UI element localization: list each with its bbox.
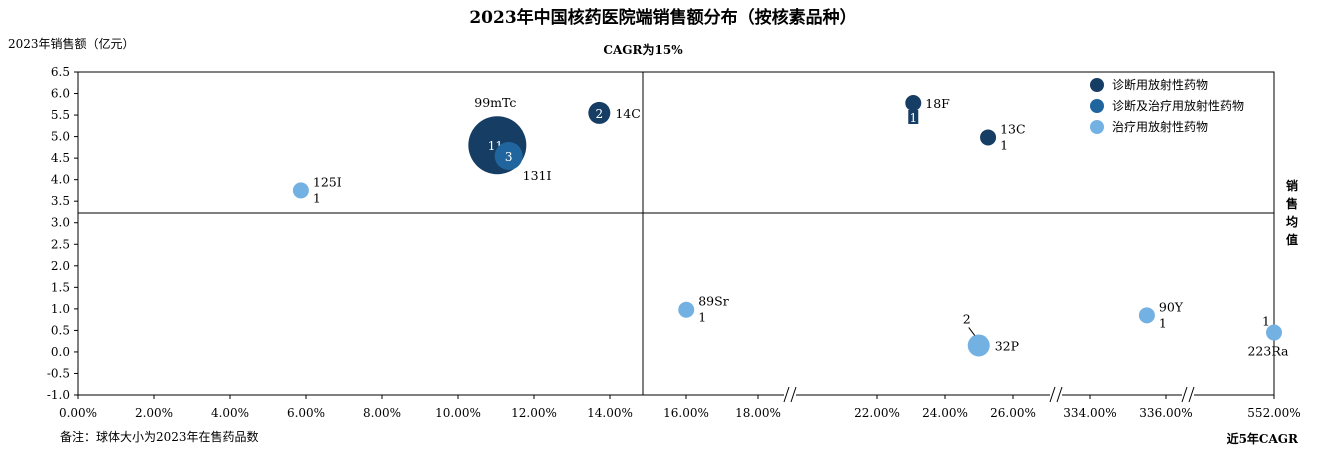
axis-break-gap bbox=[784, 386, 796, 404]
x-tick-label: 16.00% bbox=[663, 406, 709, 420]
x-tick-label: 14.00% bbox=[587, 406, 633, 420]
y-tick-label: 0.5 bbox=[51, 323, 70, 337]
y-tick-label: 4.5 bbox=[51, 151, 70, 165]
x-tick-label: 336.00% bbox=[1139, 406, 1192, 420]
axis-break-mark bbox=[1181, 386, 1188, 403]
bubble-label: 90Y bbox=[1159, 299, 1184, 314]
footnote: 备注：球体大小为2023年在售药品数 bbox=[60, 429, 259, 444]
axis-break-mark bbox=[1056, 386, 1063, 403]
y-tick-label: -1.0 bbox=[47, 388, 70, 402]
y-tick-label: 4.0 bbox=[51, 173, 70, 187]
y-tick-label: -0.5 bbox=[47, 366, 70, 380]
plot-frame bbox=[77, 71, 1275, 396]
x-tick-label: 0.00% bbox=[59, 406, 97, 420]
y-tick-label: 5.5 bbox=[51, 108, 70, 122]
bubble-125i bbox=[292, 182, 309, 199]
axis-break-mark bbox=[1188, 386, 1195, 403]
bubble-131i bbox=[494, 141, 523, 170]
x-tick-label: 4.00% bbox=[211, 406, 249, 420]
y-axis-label: 2023年销售额（亿元） bbox=[8, 36, 135, 51]
y-tick-label: 1.0 bbox=[51, 302, 70, 316]
x-tick-label: 552.00% bbox=[1247, 406, 1300, 420]
y-tick-label: 5.0 bbox=[51, 130, 70, 144]
bubble-label: 99mTc bbox=[474, 95, 516, 110]
x-tick-label: 2.00% bbox=[135, 406, 173, 420]
bubble-count: 1 bbox=[1159, 315, 1167, 330]
x-tick-label: 22.00% bbox=[854, 406, 900, 420]
bubble-label: 18F bbox=[925, 96, 950, 111]
x-tick-label: 6.00% bbox=[287, 406, 325, 420]
bubble-18f bbox=[905, 95, 922, 112]
x-tick-label: 8.00% bbox=[363, 406, 401, 420]
chart-title: 2023年中国核药医院端销售额分布（按核素品种） bbox=[469, 7, 856, 28]
bubble-group-131i: 131I 3 bbox=[494, 141, 552, 183]
bubble-group-32p: 32P 2 bbox=[963, 311, 1019, 357]
y-tick-label: 2.0 bbox=[51, 259, 70, 273]
bubble-count: 1 bbox=[698, 310, 706, 325]
bubble-label: 13C bbox=[1000, 121, 1025, 136]
axis-break-gap bbox=[1182, 386, 1194, 404]
bubble-32p bbox=[967, 334, 990, 357]
bubble-count: 1 bbox=[1262, 314, 1270, 329]
bubble-label: 131I bbox=[523, 168, 552, 183]
x-tick-label: 10.00% bbox=[435, 406, 481, 420]
bubble-count: 1 bbox=[909, 111, 917, 125]
x-tick-label: 18.00% bbox=[735, 406, 781, 420]
mean-line-label-char: 销 bbox=[1286, 178, 1298, 193]
y-tick-label: 3.5 bbox=[51, 194, 70, 208]
bubble-label: 32P bbox=[995, 338, 1019, 353]
bubble-89sr bbox=[678, 301, 695, 318]
bubble-count: 2 bbox=[963, 311, 971, 326]
bubble-count: 3 bbox=[505, 150, 513, 164]
axis-break-mark bbox=[1049, 386, 1056, 403]
bubble-group-223ra: 223Ra 1 bbox=[1247, 314, 1289, 359]
legend-marker bbox=[1090, 99, 1104, 113]
y-tick-label: 6.5 bbox=[51, 65, 70, 79]
mean-line-label-char: 均 bbox=[1286, 214, 1298, 229]
x-axis-label: 近5年CAGR bbox=[1227, 431, 1299, 446]
y-tick-label: 1.5 bbox=[51, 280, 70, 294]
x-tick-label: 26.00% bbox=[990, 406, 1036, 420]
bubble-count: 1 bbox=[313, 190, 321, 205]
legend-marker bbox=[1090, 120, 1104, 134]
legend-marker bbox=[1090, 78, 1104, 92]
bubble-count: 2 bbox=[596, 107, 604, 121]
legend-label: 治疗用放射性药物 bbox=[1112, 119, 1208, 134]
bubble-label: 223Ra bbox=[1247, 344, 1289, 359]
x-tick-label: 12.00% bbox=[511, 406, 557, 420]
y-tick-label: 2.5 bbox=[51, 237, 70, 251]
count-badge bbox=[908, 110, 919, 125]
y-tick-label: 3.0 bbox=[51, 216, 70, 230]
axis-break-mark bbox=[783, 386, 790, 403]
bubble-label: 14C bbox=[615, 106, 640, 121]
bubble-13c bbox=[980, 129, 997, 146]
bubble-group-14c: 14C 2 bbox=[588, 101, 641, 124]
chart-subtitle: CAGR为15% bbox=[603, 42, 683, 57]
axis-break-mark bbox=[790, 386, 797, 403]
leader-line bbox=[968, 327, 976, 336]
bubble-count: 1 bbox=[1000, 137, 1008, 152]
y-tick-label: 0.0 bbox=[51, 345, 70, 359]
x-tick-label: 24.00% bbox=[922, 406, 968, 420]
legend-label: 诊断及治疗用放射性药物 bbox=[1112, 98, 1244, 113]
mean-line-label-char: 值 bbox=[1286, 232, 1298, 247]
y-tick-label: 6.0 bbox=[51, 87, 70, 101]
bubble-group-18f: 18F 1 bbox=[905, 95, 950, 125]
bubble-223ra bbox=[1266, 324, 1282, 341]
x-tick-label: 334.00% bbox=[1063, 406, 1116, 420]
mean-line-label-char: 售 bbox=[1286, 196, 1298, 211]
bubble-label: 89Sr bbox=[698, 294, 728, 309]
bubble-14c bbox=[588, 101, 611, 124]
legend-label: 诊断用放射性药物 bbox=[1112, 77, 1208, 92]
bubble-90y bbox=[1138, 307, 1155, 324]
bubble-label: 125I bbox=[313, 174, 342, 189]
axis-break-gap bbox=[1050, 386, 1062, 404]
